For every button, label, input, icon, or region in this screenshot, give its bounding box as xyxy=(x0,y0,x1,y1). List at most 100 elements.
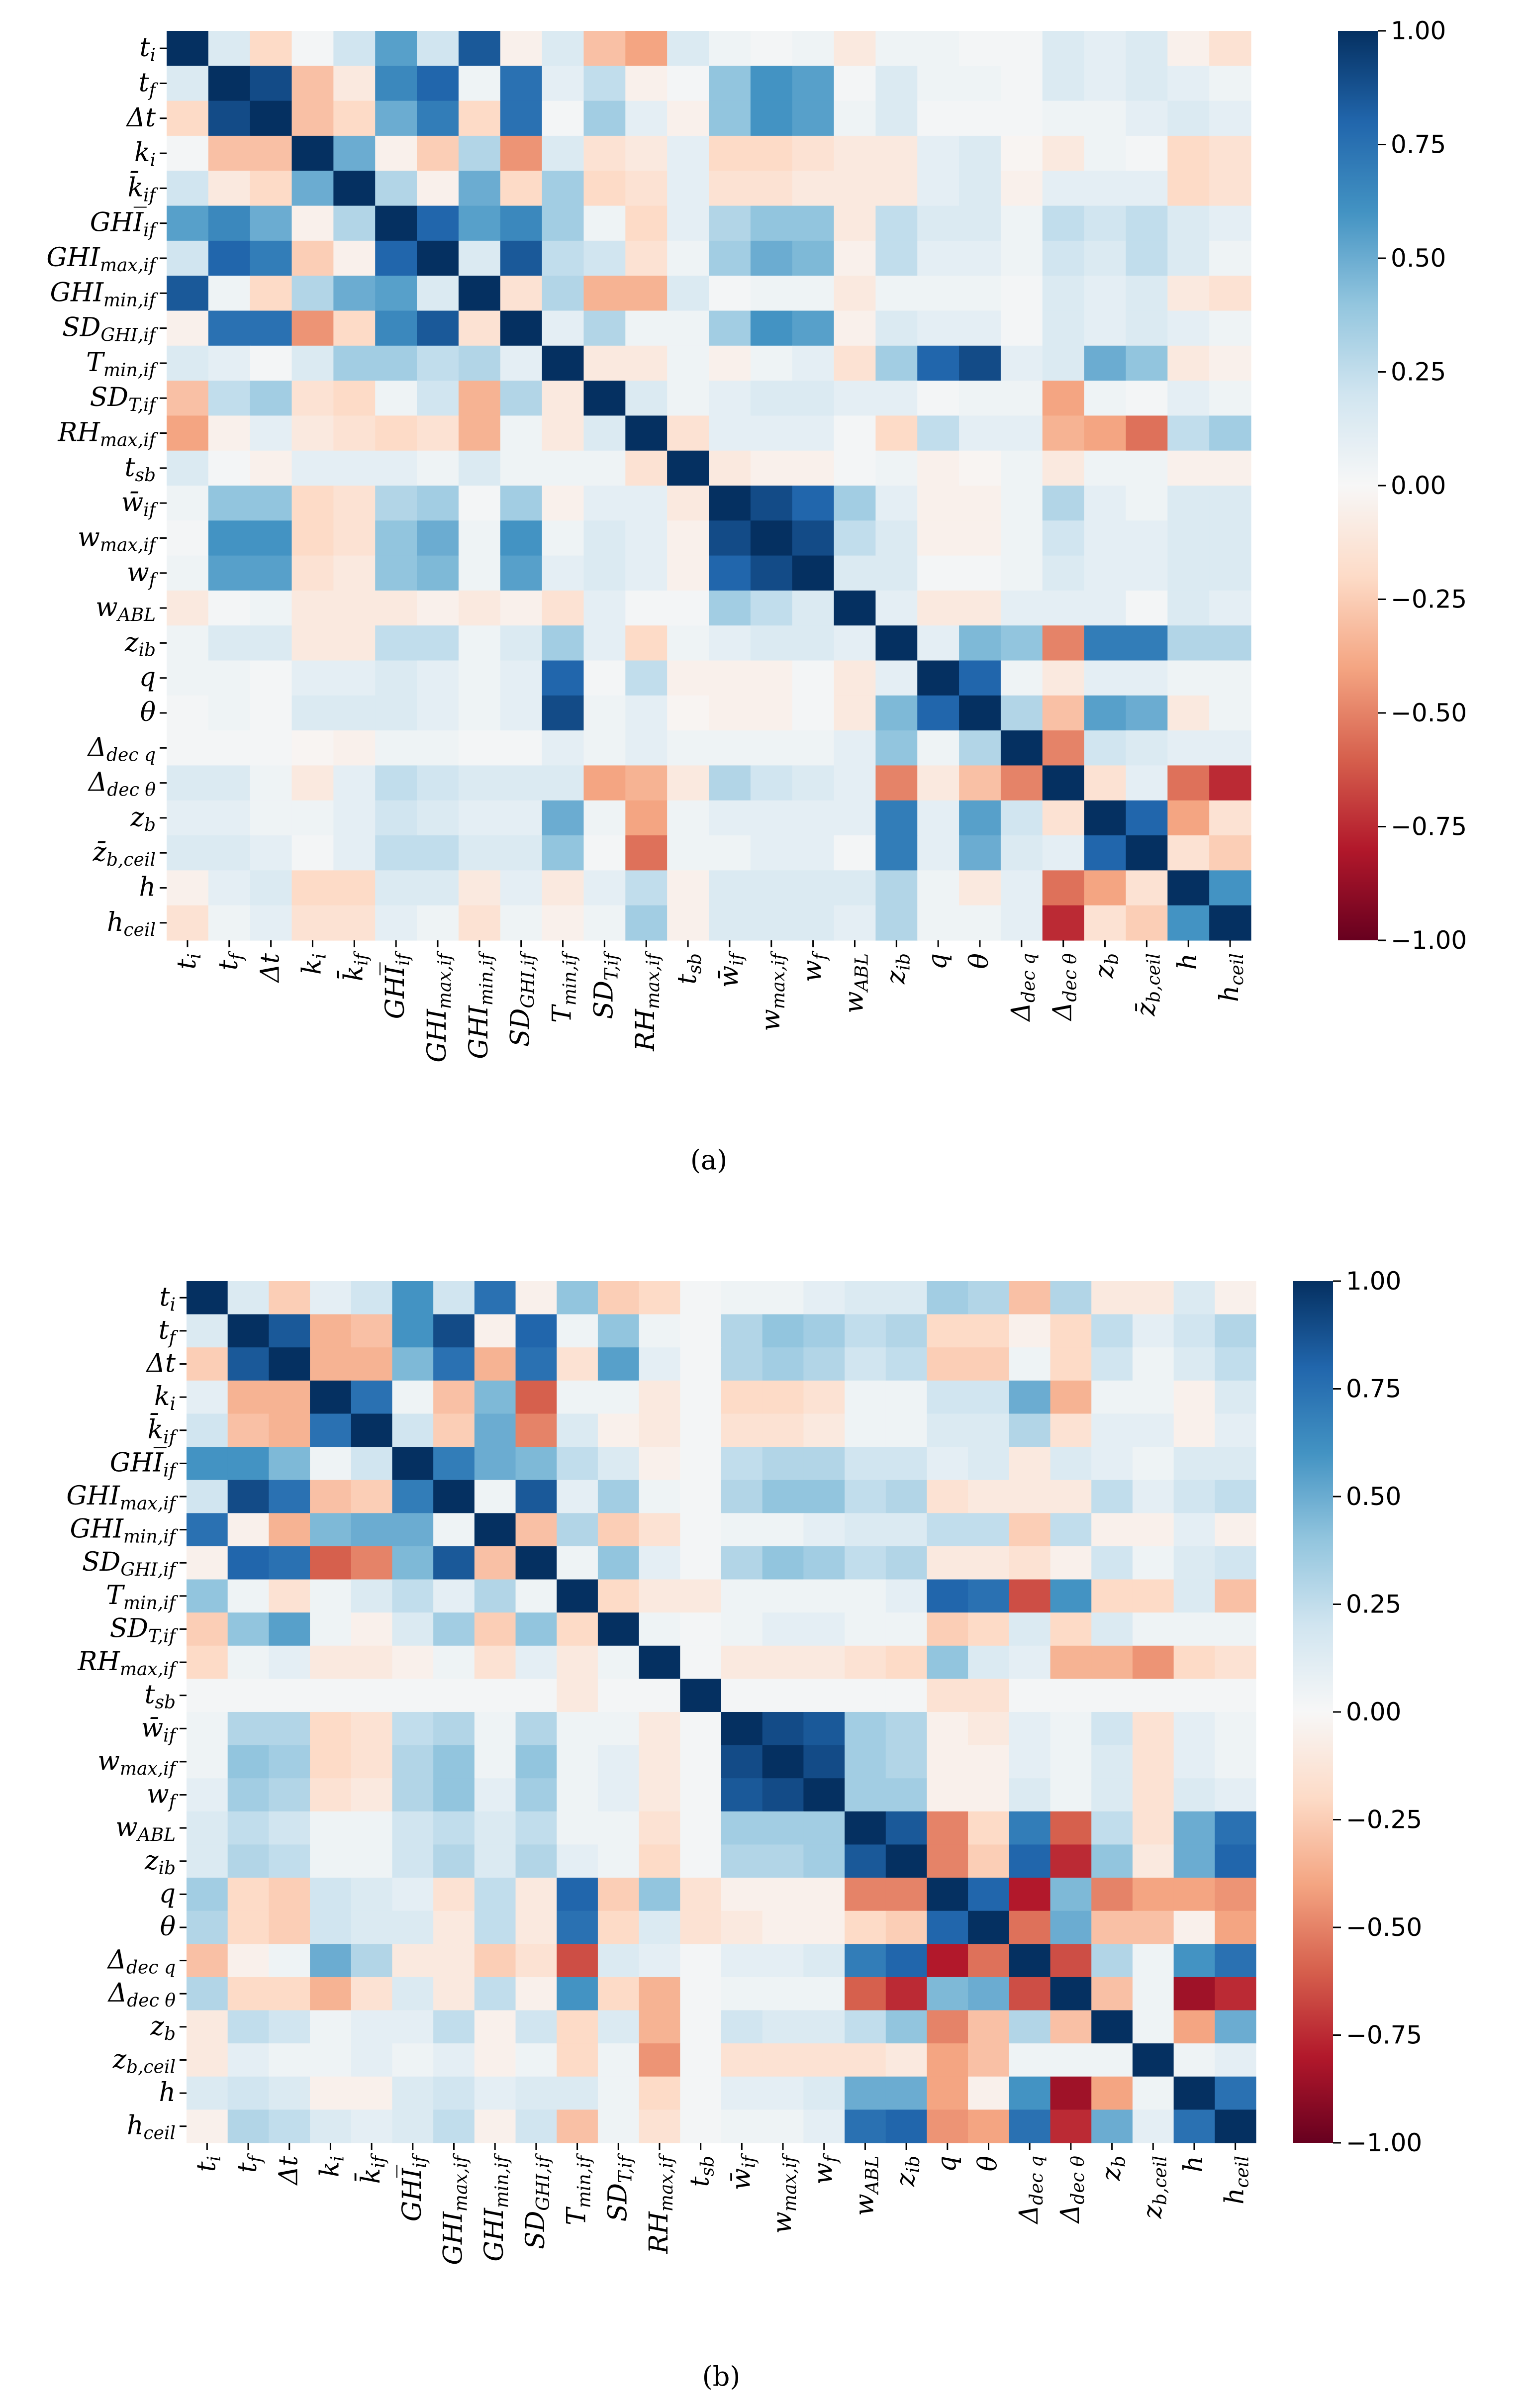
heatmap-cell xyxy=(968,1645,1010,1679)
heatmap-cell xyxy=(583,205,626,241)
heatmap-cell xyxy=(1009,1944,1051,1978)
heatmap-cell xyxy=(680,1878,722,1911)
heatmap-cell xyxy=(762,1579,804,1613)
heatmap-cell xyxy=(208,31,251,66)
heatmap-cell xyxy=(269,1844,310,1878)
heatmap-cell xyxy=(625,660,668,696)
heatmap-cell xyxy=(458,450,501,486)
heatmap-cell xyxy=(1000,520,1043,556)
heatmap-cell xyxy=(515,1977,557,2011)
heatmap-cell xyxy=(187,1778,228,1812)
heatmap-cell xyxy=(291,276,334,311)
x-tick-label: GHImin,if xyxy=(479,2153,512,2261)
heatmap-cell xyxy=(709,555,751,591)
y-tick-label: q xyxy=(159,1879,176,1908)
heatmap-cell xyxy=(709,381,751,416)
colorbar-tick-label: 1.00 xyxy=(1346,1267,1401,1296)
heatmap-cell xyxy=(208,66,251,101)
heatmap-cell xyxy=(187,1347,228,1381)
heatmap-cell xyxy=(792,415,835,451)
heatmap-cell xyxy=(762,1546,804,1580)
heatmap-cell xyxy=(968,1314,1010,1348)
heatmap-cell xyxy=(208,486,251,521)
heatmap-cell xyxy=(1000,905,1043,941)
heatmap-cell xyxy=(227,1513,269,1547)
x-tick-label: zb xyxy=(1090,953,1123,979)
heatmap-cell xyxy=(834,171,876,206)
colorbar-tick-label: −0.75 xyxy=(1346,2021,1422,2050)
heatmap-cell xyxy=(1084,555,1127,591)
x-tick-label: zb,ceil xyxy=(1138,2156,1170,2219)
y-tick-label: tsb xyxy=(145,1680,176,1713)
heatmap-cell xyxy=(792,486,835,521)
heatmap-cell xyxy=(959,660,1001,696)
heatmap-cell xyxy=(927,1745,968,1779)
heatmap-cell xyxy=(885,1745,928,1779)
heatmap-cell xyxy=(333,135,376,171)
heatmap-cell xyxy=(721,1380,763,1414)
colorbar-tick-label: −0.50 xyxy=(1391,699,1467,727)
heatmap-cell xyxy=(709,870,751,906)
heatmap-cell xyxy=(1209,765,1251,801)
heatmap-cell xyxy=(500,835,543,871)
heatmap-cell xyxy=(639,1910,680,1944)
heatmap-cell xyxy=(875,66,918,101)
heatmap-cell xyxy=(959,486,1001,521)
heatmap-cell xyxy=(792,765,835,801)
heatmap-cell xyxy=(515,1579,557,1613)
heatmap-cell xyxy=(721,1480,763,1513)
heatmap-cell xyxy=(667,415,709,451)
heatmap-cell xyxy=(968,1878,1010,1911)
heatmap-cell xyxy=(333,240,376,276)
heatmap-cell xyxy=(227,1944,269,1978)
heatmap-cell xyxy=(968,1413,1010,1447)
heatmap-cell xyxy=(845,1612,886,1646)
heatmap-cell xyxy=(167,555,209,591)
x-tick-label: w̄if xyxy=(714,950,747,988)
heatmap-cell xyxy=(721,2109,763,2143)
heatmap-cell xyxy=(557,1612,598,1646)
heatmap-cell xyxy=(1042,765,1085,801)
heatmap-cell xyxy=(433,1645,475,1679)
y-tick-label: hceil xyxy=(127,2111,176,2144)
heatmap-cell xyxy=(1050,2010,1092,2044)
heatmap-cell xyxy=(721,1844,763,1878)
heatmap-cell xyxy=(250,66,292,101)
heatmap-cell xyxy=(762,1480,804,1513)
heatmap-cell xyxy=(1009,1380,1051,1414)
heatmap-cell xyxy=(1167,695,1210,731)
heatmap-cell xyxy=(639,1380,680,1414)
heatmap-cell xyxy=(500,240,543,276)
heatmap-cell xyxy=(1126,520,1168,556)
heatmap-cell xyxy=(845,1844,886,1878)
heatmap-cell xyxy=(1215,1645,1256,1679)
heatmap-cell xyxy=(1132,1679,1174,1712)
heatmap-cell xyxy=(750,800,793,836)
heatmap-cell xyxy=(968,2043,1010,2077)
y-tick-label: θ xyxy=(160,1912,176,1942)
heatmap-cell xyxy=(458,835,501,871)
heatmap-cell xyxy=(333,66,376,101)
heatmap-cell xyxy=(458,240,501,276)
heatmap-cell xyxy=(1132,1314,1174,1348)
heatmap-cell xyxy=(1091,1878,1133,1911)
heatmap-cell xyxy=(927,1347,968,1381)
heatmap-cell xyxy=(750,31,793,66)
heatmap-cell xyxy=(1091,1778,1133,1812)
heatmap-cell xyxy=(250,135,292,171)
heatmap-cell xyxy=(917,905,959,941)
heatmap-cell xyxy=(269,1513,310,1547)
heatmap-cell xyxy=(667,730,709,766)
heatmap-cell xyxy=(1126,171,1168,206)
heatmap-cell xyxy=(433,1679,475,1712)
heatmap-cell xyxy=(875,625,918,661)
heatmap-cell xyxy=(1132,1745,1174,1779)
heatmap-cell xyxy=(959,381,1001,416)
heatmap-cell xyxy=(680,1778,722,1812)
heatmap-cell xyxy=(1173,2010,1215,2044)
heatmap-cell xyxy=(875,800,918,836)
heatmap-cell xyxy=(625,905,668,941)
y-tick-label: ti xyxy=(160,1282,176,1315)
heatmap-cell xyxy=(1009,1281,1051,1315)
heatmap-cell xyxy=(721,1778,763,1812)
